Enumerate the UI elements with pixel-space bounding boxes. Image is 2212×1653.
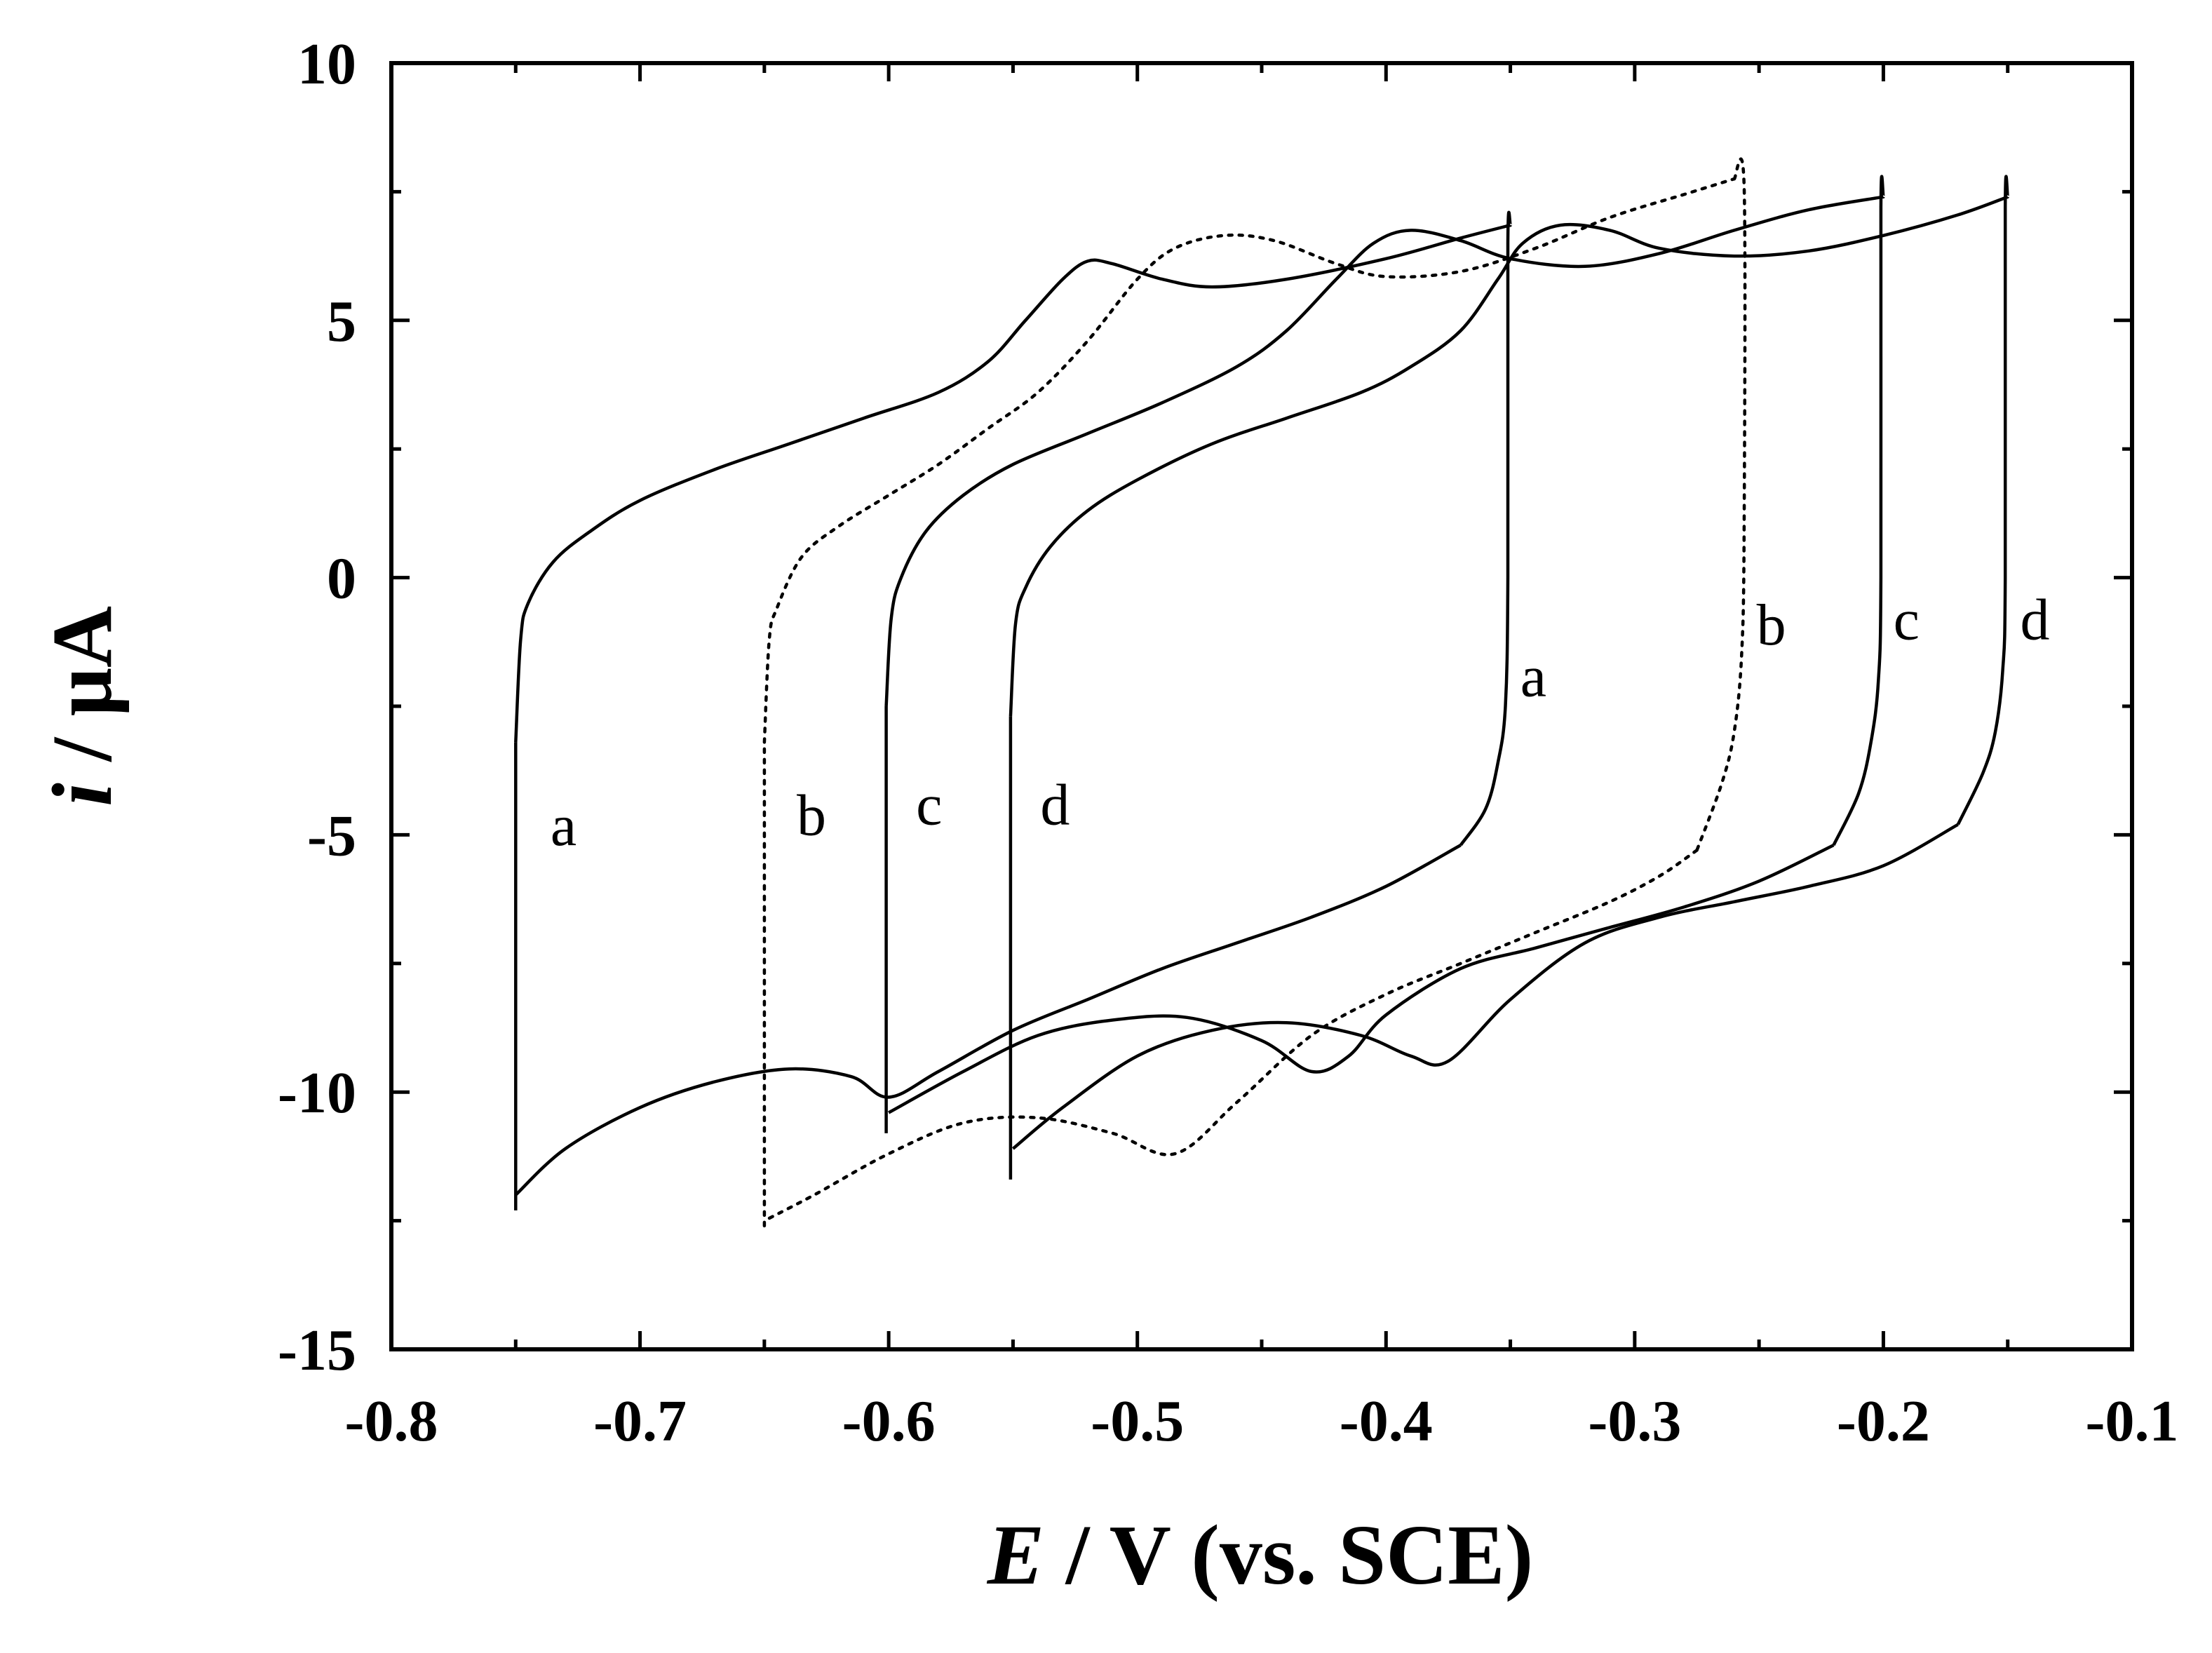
curve-label-b-right: b (1757, 593, 1786, 658)
axis-tick-labels: -0.8 -0.7 -0.6 -0.5 -0.4 -0.3 -0.2 -0.1 -15 -10 -5… (278, 32, 2178, 1454)
x-axis-title: E / V (vs. SCE) (987, 1508, 1534, 1603)
series-d-switch-segment (1956, 175, 2009, 825)
series-a-anodic-scan (514, 223, 1511, 743)
x-axis-variable: E (987, 1508, 1044, 1603)
x-tick-label: -0.4 (1340, 1389, 1433, 1454)
series-c-cathodic-scan (888, 844, 1835, 1114)
x-tick-label: -0.8 (345, 1389, 438, 1454)
curves (514, 157, 2009, 1228)
axis-ticks (389, 61, 2134, 1351)
series-d-cathodic-scan (1011, 823, 1959, 1150)
series-c-switch-segment (1832, 175, 1885, 846)
series-b-switch-segment (1695, 157, 1747, 852)
x-tick-label: -0.5 (1091, 1389, 1184, 1454)
series-a (514, 210, 1512, 1210)
y-tick-label: 0 (327, 546, 356, 612)
series-c (884, 175, 1885, 1133)
series-b (762, 157, 1747, 1228)
series-c-anodic-scan (884, 195, 1884, 707)
y-tick-label: -15 (278, 1318, 356, 1383)
curve-label-c-right: c (1894, 588, 1920, 653)
x-tick-label: -0.1 (2086, 1389, 2179, 1454)
x-tick-label: -0.6 (842, 1389, 936, 1454)
x-axis-unit: / V (vs. SCE) (1044, 1508, 1533, 1603)
series-d-anodic-scan (1009, 195, 2009, 717)
curve-label-c-left: c (916, 773, 942, 838)
curve-labels: a a b b c c d d (551, 588, 2050, 858)
y-axis-title: i / μA (35, 606, 130, 807)
curve-label-a-left: a (551, 793, 576, 858)
series-a-cathodic-scan (514, 844, 1462, 1196)
series-b-anodic-scan (762, 177, 1736, 744)
y-tick-label: -10 (278, 1060, 356, 1126)
x-tick-label: -0.3 (1588, 1389, 1681, 1454)
series-b-cathodic-scan (762, 849, 1699, 1222)
y-tick-label: 10 (297, 32, 356, 97)
curve-label-d-right: d (2020, 588, 2049, 653)
y-tick-label: 5 (327, 289, 356, 354)
series-a-switch-segment (1459, 210, 1512, 846)
curve-label-d-left: d (1040, 773, 1070, 838)
curve-label-b-left: b (797, 783, 826, 848)
plot-frame (389, 61, 2134, 1351)
series-d (1009, 175, 2009, 1180)
x-tick-label: -0.2 (1837, 1389, 1930, 1454)
y-tick-label: -5 (307, 803, 356, 868)
curve-label-a-right: a (1520, 644, 1546, 709)
x-tick-label: -0.7 (593, 1389, 687, 1454)
y-axis-unit: / μA (35, 606, 130, 783)
y-axis-variable: i (35, 783, 130, 807)
